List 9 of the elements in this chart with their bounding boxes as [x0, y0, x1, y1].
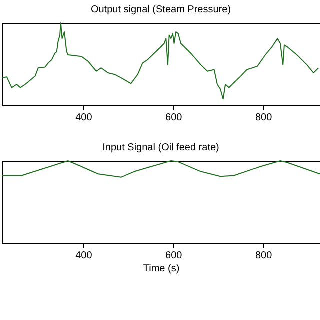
x-tick-label: 400 — [76, 250, 93, 262]
x-axis-title: Time (s) — [143, 264, 180, 274]
chart-title: Output signal (Steam Pressure) — [90, 4, 232, 16]
x-tick-label: 800 — [255, 250, 273, 262]
x-tick-label: 800 — [255, 112, 273, 124]
x-tick-label: 600 — [166, 250, 183, 262]
x-tick-label: 400 — [76, 112, 93, 124]
chart-title: Input Signal (Oil feed rate) — [102, 142, 220, 154]
x-tick-label: 600 — [166, 112, 183, 124]
